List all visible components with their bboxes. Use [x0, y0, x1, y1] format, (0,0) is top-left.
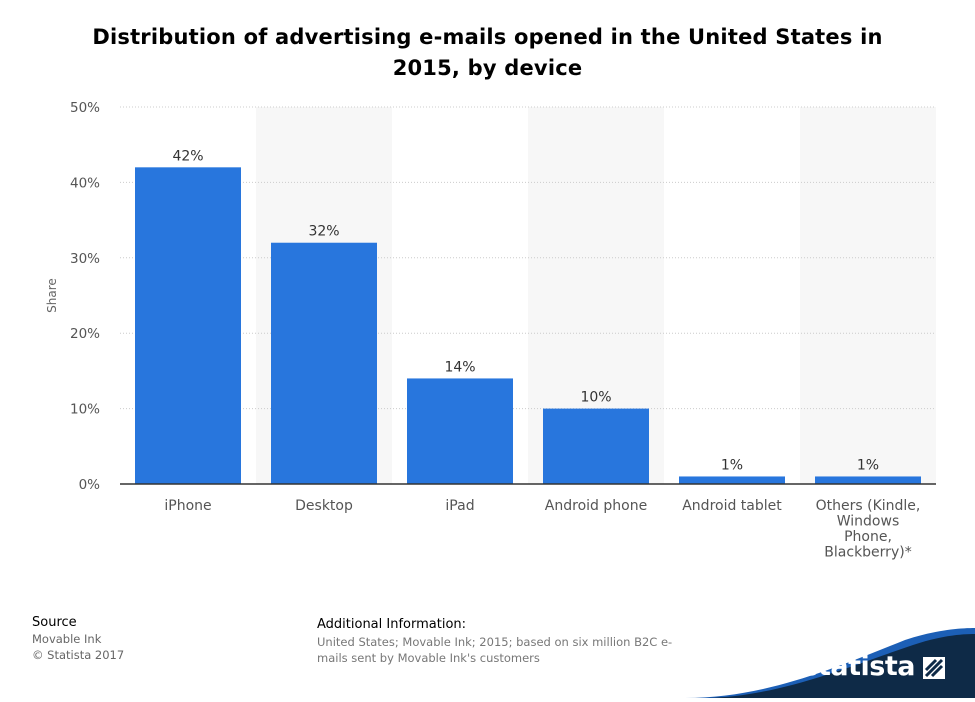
data-label: 1% — [857, 457, 879, 473]
bar-chart: 0% 10% 20% 30% 40% 50% Share 42% iPhone 32% Deskto… — [45, 100, 936, 561]
y-axis-title: Share — [45, 278, 59, 313]
bar — [135, 167, 241, 484]
data-label: 32% — [308, 224, 339, 240]
additional-info-line: mails sent by Movable Ink's customers — [317, 651, 540, 665]
x-tick-label: Android tablet — [682, 498, 782, 514]
data-label: 1% — [721, 457, 743, 473]
y-tick-label: 50% — [70, 100, 100, 116]
x-tick-label: iPad — [445, 498, 474, 514]
copyright-line: © Statista 2017 — [32, 648, 125, 662]
data-label: 42% — [172, 148, 203, 164]
y-tick-label: 0% — [79, 477, 101, 493]
y-tick-label: 30% — [70, 251, 100, 267]
bar — [271, 242, 377, 484]
statista-wordmark: statista — [802, 651, 915, 682]
y-tick-label: 10% — [70, 402, 100, 418]
x-tick-label: Others (Kindle, — [816, 498, 921, 514]
source-block: Source Movable Ink © Statista 2017 — [32, 614, 292, 663]
x-tick-label: Windows — [837, 514, 900, 530]
bar — [679, 476, 785, 484]
brand-wave — [685, 628, 975, 698]
bar — [815, 476, 921, 484]
statista-logo-icon — [923, 657, 945, 679]
additional-info-block: Additional Information: United States; M… — [317, 616, 697, 666]
data-label: 14% — [444, 359, 475, 375]
source-heading: Source — [32, 615, 77, 630]
chart-title: Distribution of advertising e-mails open… — [92, 25, 883, 80]
y-tick-label: 40% — [70, 175, 100, 191]
x-tick-label: Desktop — [295, 498, 353, 514]
background-band — [800, 107, 936, 484]
x-tick-label: Phone, — [844, 529, 892, 545]
y-tick-label: 20% — [70, 326, 100, 342]
statista-brand[interactable]: statista — [685, 628, 975, 698]
x-tick-label: Blackberry)* — [824, 545, 911, 561]
data-label: 10% — [580, 390, 611, 406]
additional-info-text: United States; Movable Ink; 2015; based … — [317, 634, 697, 666]
bar — [543, 408, 649, 484]
additional-info-heading: Additional Information: — [317, 617, 467, 632]
additional-info-line: United States; Movable Ink; 2015; based … — [317, 635, 673, 649]
x-tick-label: iPhone — [164, 498, 211, 514]
x-tick-label: Android phone — [545, 498, 647, 514]
source-line: Movable Ink — [32, 632, 102, 646]
bar — [407, 378, 513, 484]
